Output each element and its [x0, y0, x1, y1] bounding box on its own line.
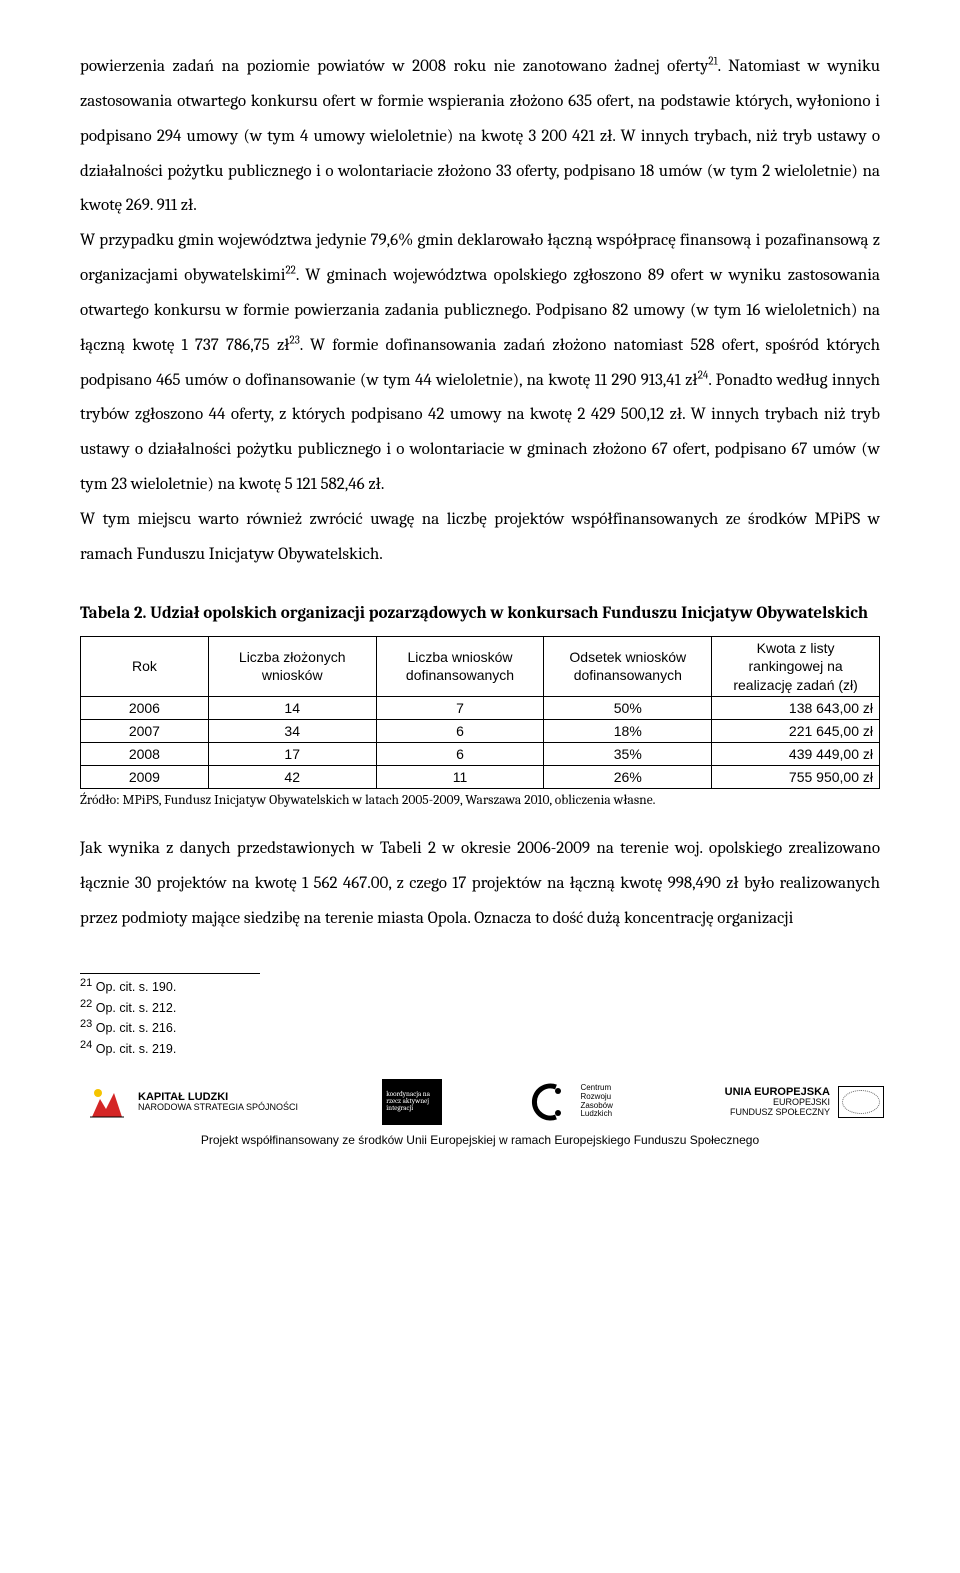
fn-num: 22 [80, 998, 92, 1010]
footnote-21: 21 Op. cit. s. 190. [80, 976, 880, 997]
table-header-row: Rok Liczba złożonych wniosków Liczba wni… [81, 637, 880, 697]
th-zlozone: Liczba złożonych wniosków [208, 637, 376, 697]
footnote-ref-22: 22 [285, 263, 295, 276]
cell: 26% [544, 766, 712, 789]
cell: 138 643,00 zł [712, 696, 880, 719]
cell: 50% [544, 696, 712, 719]
paragraph-1: powierzenia zadań na poziomie powiatów w… [80, 50, 880, 224]
th-rok: Rok [81, 637, 209, 697]
cell: 35% [544, 743, 712, 766]
paragraph-2: W przypadku gmin województwa jedynie 79,… [80, 224, 880, 503]
footer-caption: Projekt współfinansowany ze środków Unii… [80, 1133, 880, 1147]
th-odsetek: Odsetek wniosków dofinansowanych [544, 637, 712, 697]
footnotes: 21 Op. cit. s. 190. 22 Op. cit. s. 212. … [80, 976, 880, 1059]
eu-sub1: EUROPEJSKI [773, 1097, 830, 1107]
cell: 6 [376, 719, 544, 742]
cell: 755 950,00 zł [712, 766, 880, 789]
cell: 221 645,00 zł [712, 719, 880, 742]
fn-text: Op. cit. s. 216. [92, 1021, 176, 1035]
paragraph-3: W tym miejscu warto również zwrócić uwag… [80, 503, 880, 573]
cell: 439 449,00 zł [712, 743, 880, 766]
cell: 17 [208, 743, 376, 766]
cell: 2006 [81, 696, 209, 719]
table-fio: Rok Liczba złożonych wniosków Liczba wni… [80, 636, 880, 789]
text: powierzenia zadań na poziomie powiatów w… [80, 57, 708, 76]
footnote-ref-21: 21 [708, 54, 717, 67]
cell: 18% [544, 719, 712, 742]
eu-sub2: FUNDUSZ SPOŁECZNY [730, 1107, 830, 1117]
kl-label: KAPITAŁ LUDZKI NARODOWA STRATEGIA SPÓJNO… [138, 1091, 298, 1113]
cell: 2009 [81, 766, 209, 789]
crzl-icon [526, 1079, 572, 1125]
kl-subtitle: NARODOWA STRATEGIA SPÓJNOŚCI [138, 1102, 298, 1112]
table-title: Tabela 2. Udział opolskich organizacji p… [80, 601, 880, 627]
footer-logos: KAPITAŁ LUDZKI NARODOWA STRATEGIA SPÓJNO… [80, 1079, 888, 1125]
cell: 2008 [81, 743, 209, 766]
page: powierzenia zadań na poziomie powiatów w… [0, 0, 960, 1177]
footnote-24: 24 Op. cit. s. 219. [80, 1038, 880, 1059]
fn-text: Op. cit. s. 190. [92, 980, 176, 994]
crzl-label: Centrum Rozwoju Zasobów Ludzkich [580, 1084, 640, 1119]
table-row: 2008 17 6 35% 439 449,00 zł [81, 743, 880, 766]
cell: 34 [208, 719, 376, 742]
paragraph-4: Jak wynika z danych przedstawionych w Ta… [80, 832, 880, 937]
cell: 11 [376, 766, 544, 789]
table-row: 2007 34 6 18% 221 645,00 zł [81, 719, 880, 742]
eu-label: UNIA EUROPEJSKA EUROPEJSKI FUNDUSZ SPOŁE… [725, 1086, 830, 1118]
cell: 42 [208, 766, 376, 789]
fn-num: 21 [80, 977, 92, 989]
logo-crzl: Centrum Rozwoju Zasobów Ludzkich [526, 1079, 640, 1125]
text: . Natomiast w wyniku zastosowania otwart… [80, 57, 880, 215]
table-row: 2006 14 7 50% 138 643,00 zł [81, 696, 880, 719]
fn-num: 24 [80, 1039, 92, 1051]
cell: 14 [208, 696, 376, 719]
table-source: Źródło: MPiPS, Fundusz Inicjatyw Obywate… [80, 793, 880, 808]
cell: 6 [376, 743, 544, 766]
table-row: 2009 42 11 26% 755 950,00 zł [81, 766, 880, 789]
footnote-ref-23: 23 [290, 333, 300, 346]
logo-eu: UNIA EUROPEJSKA EUROPEJSKI FUNDUSZ SPOŁE… [725, 1086, 884, 1118]
kai-text: koordynacja na rzecz aktywnej integracji [386, 1091, 438, 1112]
logo-kai: koordynacja na rzecz aktywnej integracji [382, 1079, 442, 1125]
cell: 2007 [81, 719, 209, 742]
footnote-23: 23 Op. cit. s. 216. [80, 1017, 880, 1038]
eu-flag-icon [838, 1086, 884, 1118]
footnote-22: 22 Op. cit. s. 212. [80, 997, 880, 1018]
cell: 7 [376, 696, 544, 719]
fn-text: Op. cit. s. 212. [92, 1001, 176, 1015]
logo-kapital-ludzki: KAPITAŁ LUDZKI NARODOWA STRATEGIA SPÓJNO… [84, 1079, 298, 1125]
kai-box: koordynacja na rzecz aktywnej integracji [382, 1079, 442, 1125]
fn-text: Op. cit. s. 219. [92, 1042, 176, 1056]
th-kwota: Kwota z listy rankingowej na realizację … [712, 637, 880, 697]
th-dofinansowane: Liczba wniosków dofinansowanych [376, 637, 544, 697]
kl-icon [84, 1079, 130, 1125]
footnote-ref-24: 24 [698, 368, 709, 381]
fn-num: 23 [80, 1018, 92, 1030]
